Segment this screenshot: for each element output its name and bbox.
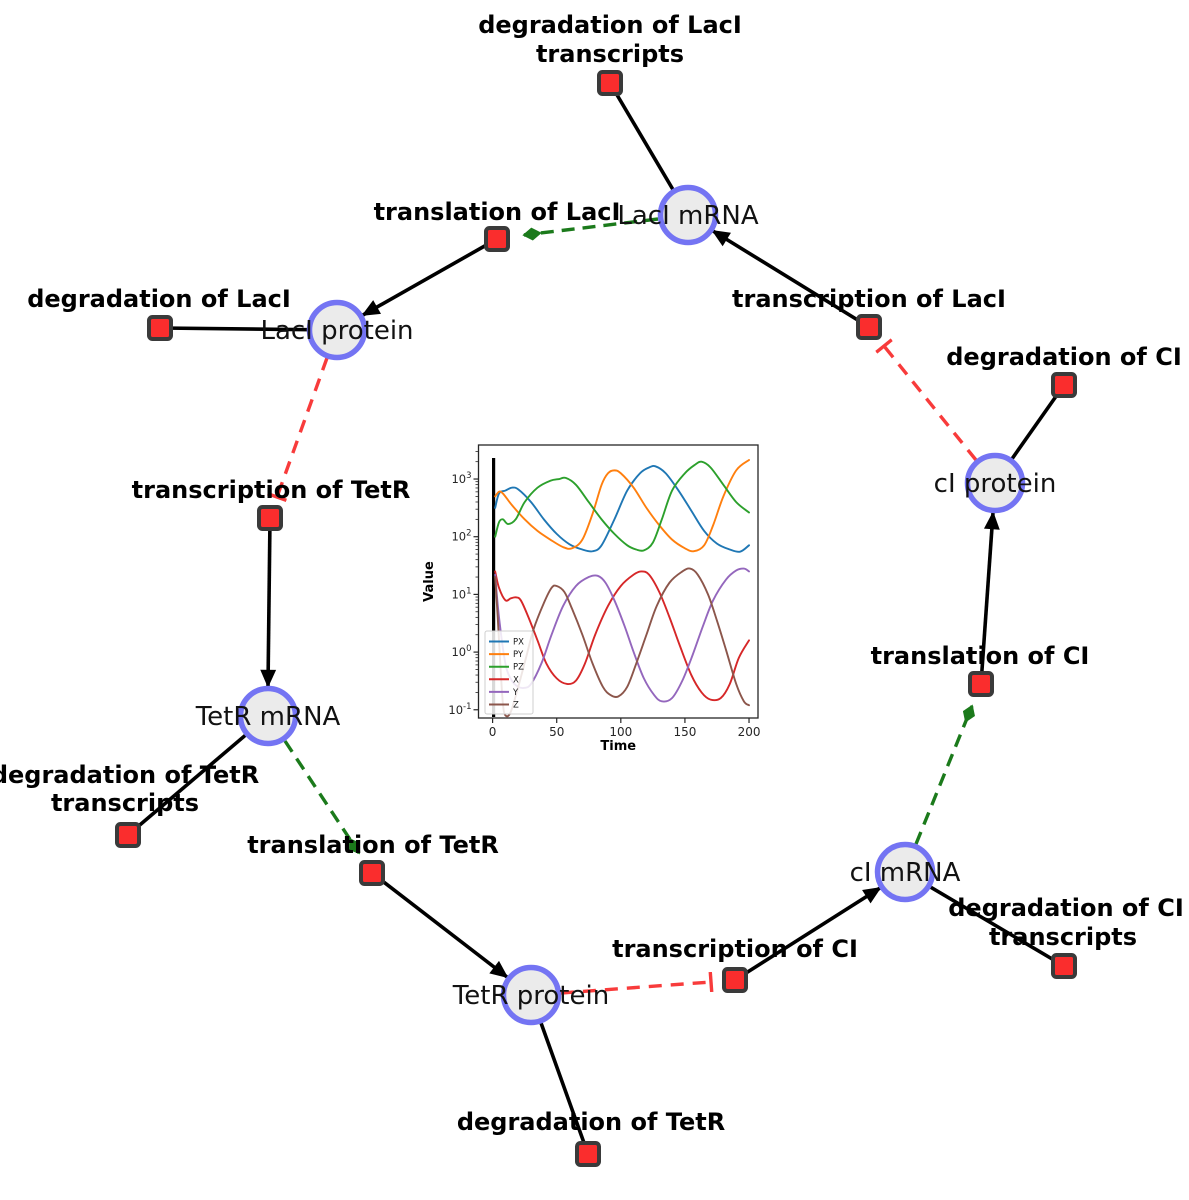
reaction-node-translation-of-lacI xyxy=(484,226,510,252)
edge-transcription-of-lacI-to-lacI-mRNA xyxy=(711,229,870,329)
edge-translation-of-lacI-to-lacI-protein xyxy=(361,237,498,317)
species-node-cI-protein xyxy=(964,452,1026,514)
reaction-label-degradation-of-lacI-transcripts-line2: transcripts xyxy=(536,40,684,68)
species-node-cI-mRNA xyxy=(874,841,936,903)
species-node-tetR-protein xyxy=(500,964,562,1026)
plot-y-tick-label-10e0: 100 xyxy=(451,644,471,659)
reaction-label-degradation-of-lacI-transcripts-line1: degradation of LacI xyxy=(478,11,742,39)
plot-y-tick-label-10e-1: 10-1 xyxy=(448,702,471,717)
edge-lacI-protein-inhibits-transcription-tetR xyxy=(267,357,329,502)
plot-y-tick-label-10e1: 101 xyxy=(451,586,471,601)
reaction-label-degradation-of-cI: degradation of CI xyxy=(946,343,1182,371)
species-label-lacI-protein: LacI protein xyxy=(260,316,413,346)
reaction-node-transcription-of-cI xyxy=(722,967,748,993)
plot-legend-label-Y: Y xyxy=(512,688,519,698)
edge-tetR-mRNA-modifier-of-translation xyxy=(283,740,361,855)
reaction-node-degradation-of-tetR-transcripts xyxy=(115,822,141,848)
reaction-label-degradation-of-cI-transcripts-line1: degradation of CI xyxy=(948,894,1184,922)
reaction-label-degradation-of-tetR: degradation of TetR xyxy=(457,1108,725,1136)
edge-tetR-mRNA-to-degradation-of-transcripts xyxy=(126,714,270,837)
edge-translation-of-cI-to-cI-protein xyxy=(979,511,1000,685)
plot-legend-label-Z: Z xyxy=(513,701,519,711)
reaction-label-degradation-of-cI-transcripts-line2: transcripts xyxy=(989,923,1137,951)
reaction-node-degradation-of-lacI xyxy=(147,315,173,341)
species-node-lacI-protein xyxy=(306,299,368,361)
plot-y-tick-label-10e2: 102 xyxy=(451,529,471,544)
species-label-lacI-mRNA: LacI mRNA xyxy=(617,201,758,231)
edge-translation-of-tetR-to-tetR-protein xyxy=(370,871,509,979)
species-label-cI-mRNA: cI mRNA xyxy=(850,858,961,888)
network-edges xyxy=(126,82,1066,1155)
reaction-label-degradation-of-tetR-transcripts-line2: transcripts xyxy=(51,789,199,817)
reaction-node-translation-of-tetR xyxy=(359,860,385,886)
plot-x-tick-label-200: 200 xyxy=(738,725,761,739)
reaction-node-degradation-of-cI xyxy=(1051,372,1077,398)
plot-series-PX xyxy=(494,464,750,553)
species-label-tetR-protein: TetR protein xyxy=(452,981,609,1011)
reaction-label-translation-of-lacI: translation of LacI xyxy=(374,198,621,226)
species-node-tetR-mRNA xyxy=(237,685,299,747)
plot-legend-label-PZ: PZ xyxy=(513,663,524,673)
plot-series-PY xyxy=(494,459,750,553)
edge-transcription-of-cI-to-cI-mRNA xyxy=(734,886,882,982)
reaction-label-translation-of-tetR: translation of TetR xyxy=(247,831,499,859)
reaction-label-degradation-of-lacI: degradation of LacI xyxy=(27,285,291,313)
edge-lacI-mRNA-modifier-of-translation xyxy=(522,217,659,241)
reaction-node-translation-of-cI xyxy=(968,671,994,697)
plot-series-PZ xyxy=(494,460,750,552)
reaction-label-transcription-of-cI: transcription of CI xyxy=(612,935,858,963)
plot-legend-label-PX: PX xyxy=(513,638,524,648)
plot-ylabel: Value xyxy=(422,561,437,602)
reaction-label-translation-of-cI: translation of CI xyxy=(871,642,1090,670)
reaction-node-degradation-of-cI-transcripts xyxy=(1051,953,1077,979)
network-labels: LacI mRNA LacI protein TetR mRNA TetR prote… xyxy=(0,11,1184,1136)
edge-tetR-protein-inhibits-transcription-cI xyxy=(560,971,714,995)
edge-cI-mRNA-modifier-of-translation xyxy=(914,704,975,845)
species-label-cI-protein: cI protein xyxy=(934,469,1057,499)
reaction-label-degradation-of-tetR-transcripts-line1: degradation of TetR xyxy=(0,761,259,789)
reaction-node-transcription-of-tetR xyxy=(257,505,283,531)
plot-xlabel: Time xyxy=(600,739,636,754)
edge-cI-mRNA-to-degradation-of-transcripts xyxy=(904,870,1065,968)
plot-x-tick-label-0: 0 xyxy=(489,725,497,739)
reaction-node-transcription-of-lacI xyxy=(856,314,882,340)
reaction-node-degradation-of-tetR xyxy=(575,1141,601,1167)
plot-legend-box xyxy=(484,630,534,715)
edge-transcription-of-tetR-to-tetR-mRNA xyxy=(260,517,277,688)
reaction-label-transcription-of-tetR: transcription of TetR xyxy=(132,476,411,504)
network-nodes xyxy=(115,70,1077,1167)
edge-cI-protein-inhibits-transcription-lacI xyxy=(875,338,978,462)
plot-x-tick-label-100: 100 xyxy=(609,725,632,739)
plot-legend-label-PY: PY xyxy=(513,650,524,660)
plot-x-tick-label-50: 50 xyxy=(549,725,564,739)
species-label-tetR-mRNA: TetR mRNA xyxy=(195,702,341,732)
plot-x-tick-label-150: 150 xyxy=(673,725,696,739)
plot-legend-label-X: X xyxy=(513,675,519,685)
species-node-lacI-mRNA xyxy=(657,184,719,246)
plot-series-X xyxy=(494,570,750,702)
plot-y-tick-label-10e3: 103 xyxy=(451,471,471,486)
inset-timecourse-plot: 0 50 100 150 200 103 102 101 100 10-1 Time Value PX P… xyxy=(422,444,761,754)
reaction-node-degradation-of-lacI-transcripts xyxy=(597,70,623,96)
reaction-label-transcription-of-lacI: transcription of LacI xyxy=(732,285,1006,313)
